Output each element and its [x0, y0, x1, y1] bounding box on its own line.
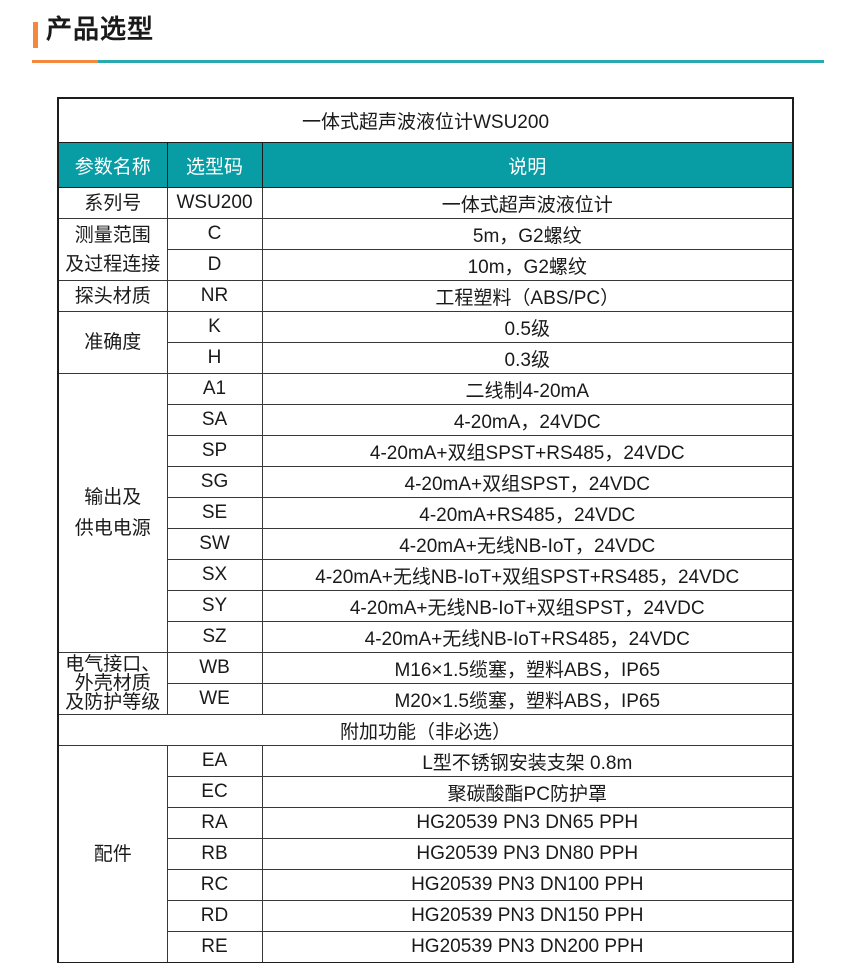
description-cell: 5m，G2螺纹 — [261, 218, 794, 250]
table-row: SA 4-20mA，24VDC — [58, 404, 794, 436]
table-row: 系列号 WSU200 一体式超声波液位计 — [57, 187, 794, 219]
description-cell: HG20539 PN3 DN150 PPH — [261, 900, 794, 932]
table-row: SE 4-20mA+RS485，24VDC — [58, 497, 794, 529]
selection-code-cell: SP — [166, 435, 263, 467]
description-cell: HG20539 PN3 DN100 PPH — [261, 869, 794, 901]
param-name-cell: 测量范围 及过程连接 — [57, 218, 168, 281]
table-row: 输出及 供电电源 A1 二线制4-20mA — [57, 373, 794, 653]
section-divider-rule — [32, 60, 824, 63]
description-cell: M20×1.5缆塞，塑料ABS，IP65 — [261, 683, 794, 715]
table-row: RE HG20539 PN3 DN200 PPH — [58, 931, 794, 963]
table-row: 准确度 K 0.5级 — [57, 311, 794, 374]
column-header-selection-code: 选型码 — [166, 142, 263, 188]
table-row: RC HG20539 PN3 DN100 PPH — [58, 869, 794, 901]
selection-code-cell: K — [166, 311, 263, 343]
page-header: 产品选型 — [0, 0, 850, 70]
description-cell: 4-20mA+无线NB-IoT+RS485，24VDC — [261, 621, 794, 653]
description-cell: 工程塑料（ABS/PC） — [261, 280, 794, 312]
param-name-cell: 探头材质 — [57, 280, 168, 312]
description-cell: 4-20mA+无线NB-IoT+双组SPST，24VDC — [261, 590, 794, 622]
description-cell: 4-20mA+双组SPST，24VDC — [261, 466, 794, 498]
description-cell: 4-20mA+无线NB-IoT，24VDC — [261, 528, 794, 560]
table-row: 电气接口、 外壳材质 及防护等级 WB M16×1.5缆塞，塑料ABS，IP65 — [57, 652, 794, 715]
column-header-param-name: 参数名称 — [57, 142, 168, 188]
description-cell: 4-20mA，24VDC — [261, 404, 794, 436]
table-row: D 10m，G2螺纹 — [58, 249, 794, 281]
description-cell: 4-20mA+双组SPST+RS485，24VDC — [261, 435, 794, 467]
selection-code-cell: NR — [166, 280, 263, 312]
table-row: 配件 EA L型不锈钢安装支架 0.8m — [57, 745, 794, 963]
table-row: RB HG20539 PN3 DN80 PPH — [58, 838, 794, 870]
description-cell: 二线制4-20mA — [261, 373, 794, 405]
description-cell: 聚碳酸酯PC防护罩 — [261, 776, 794, 808]
rule-teal-segment — [98, 60, 824, 63]
table-row: SX 4-20mA+无线NB-IoT+双组SPST+RS485，24VDC — [58, 559, 794, 591]
description-cell: 0.3级 — [261, 342, 794, 374]
description-cell: HG20539 PN3 DN80 PPH — [261, 838, 794, 870]
param-name-cell: 配件 — [57, 745, 168, 963]
section-divider-label: 附加功能（非必选） — [57, 714, 794, 746]
spec-table-body: 系列号 WSU200 一体式超声波液位计 测量范围 及过程连接 C 5m，G2螺纹 D 10m… — [57, 187, 794, 963]
selection-code-cell: EA — [166, 745, 263, 777]
table-row: SG 4-20mA+双组SPST，24VDC — [58, 466, 794, 498]
column-header-description: 说明 — [261, 142, 794, 188]
description-cell: 一体式超声波液位计 — [261, 187, 794, 219]
page-title: 产品选型 — [46, 14, 155, 44]
product-selection-table: 一体式超声波液位计WSU200 参数名称 选型码 说明 系列号 WSU200 一体式… — [57, 97, 795, 963]
selection-code-cell: RE — [166, 931, 263, 963]
table-row: RA HG20539 PN3 DN65 PPH — [58, 807, 794, 839]
param-name-cell: 准确度 — [57, 311, 168, 374]
selection-code-cell: SG — [166, 466, 263, 498]
selection-code-cell: D — [166, 249, 263, 281]
param-name-cell: 电气接口、 外壳材质 及防护等级 — [57, 652, 168, 715]
table-row: H 0.3级 — [58, 342, 794, 374]
rule-orange-segment — [32, 60, 98, 63]
table-row: WE M20×1.5缆塞，塑料ABS，IP65 — [58, 683, 794, 715]
table-row: SZ 4-20mA+无线NB-IoT+RS485，24VDC — [58, 621, 794, 653]
selection-code-cell: RD — [166, 900, 263, 932]
selection-code-cell: SZ — [166, 621, 263, 653]
description-cell: HG20539 PN3 DN65 PPH — [261, 807, 794, 839]
selection-code-cell: WB — [166, 652, 263, 684]
selection-code-cell: SY — [166, 590, 263, 622]
table-row: SY 4-20mA+无线NB-IoT+双组SPST，24VDC — [58, 590, 794, 622]
description-cell: HG20539 PN3 DN200 PPH — [261, 931, 794, 963]
selection-code-cell: A1 — [166, 373, 263, 405]
param-name-cell: 输出及 供电电源 — [57, 373, 168, 653]
selection-code-cell: C — [166, 218, 263, 250]
selection-code-cell: SW — [166, 528, 263, 560]
selection-code-cell: H — [166, 342, 263, 374]
description-cell: 10m，G2螺纹 — [261, 249, 794, 281]
table-row: SW 4-20mA+无线NB-IoT，24VDC — [58, 528, 794, 560]
param-name-cell: 系列号 — [57, 187, 168, 219]
selection-code-cell: RB — [166, 838, 263, 870]
selection-code-cell: SX — [166, 559, 263, 591]
description-cell: 4-20mA+无线NB-IoT+双组SPST+RS485，24VDC — [261, 559, 794, 591]
table-title: 一体式超声波液位计WSU200 — [57, 97, 794, 143]
table-title-row: 一体式超声波液位计WSU200 — [57, 97, 794, 143]
orange-accent-bar — [33, 22, 38, 48]
table-header-row: 参数名称 选型码 说明 — [57, 142, 794, 188]
selection-code-cell: WSU200 — [166, 187, 263, 219]
description-cell: M16×1.5缆塞，塑料ABS，IP65 — [261, 652, 794, 684]
description-cell: 0.5级 — [261, 311, 794, 343]
section-divider-row: 附加功能（非必选） — [57, 714, 794, 746]
selection-code-cell: SA — [166, 404, 263, 436]
table-row: 测量范围 及过程连接 C 5m，G2螺纹 — [57, 218, 794, 281]
table-row: SP 4-20mA+双组SPST+RS485，24VDC — [58, 435, 794, 467]
selection-code-cell: SE — [166, 497, 263, 529]
table-row: 探头材质 NR 工程塑料（ABS/PC） — [57, 280, 794, 312]
selection-code-cell: EC — [166, 776, 263, 808]
description-cell: 4-20mA+RS485，24VDC — [261, 497, 794, 529]
table-row: RD HG20539 PN3 DN150 PPH — [58, 900, 794, 932]
description-cell: L型不锈钢安装支架 0.8m — [261, 745, 794, 777]
selection-code-cell: RA — [166, 807, 263, 839]
selection-code-cell: RC — [166, 869, 263, 901]
table-row: EC 聚碳酸酯PC防护罩 — [58, 776, 794, 808]
selection-code-cell: WE — [166, 683, 263, 715]
